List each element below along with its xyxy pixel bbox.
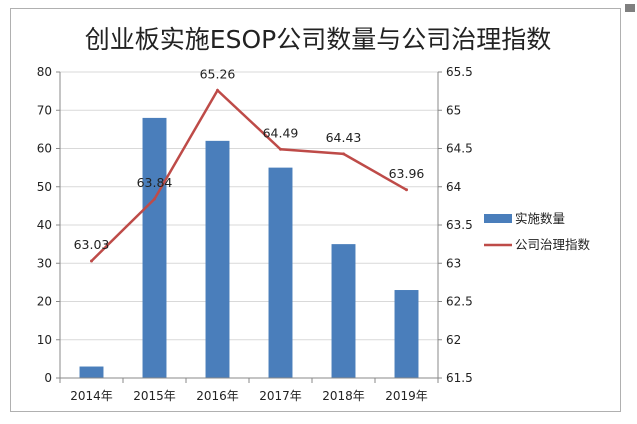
- line-point: [279, 147, 282, 151]
- right-tick-label: 65: [446, 103, 461, 117]
- gridlines: [60, 71, 438, 379]
- left-tick-label: 20: [37, 295, 52, 309]
- bar-series: [79, 117, 419, 379]
- line-data-label: 64.49: [263, 125, 299, 140]
- bar: [142, 117, 167, 379]
- x-tick-label: 2014年: [70, 389, 113, 403]
- right-tick-label: 63.5: [446, 218, 473, 232]
- line-series: [90, 88, 408, 263]
- line-point: [90, 259, 93, 263]
- legend: 实施数量 公司治理指数: [484, 211, 591, 252]
- left-tick-label: 10: [37, 333, 52, 347]
- bar: [331, 244, 356, 378]
- corner-handle: [625, 4, 635, 12]
- bar: [394, 290, 419, 378]
- bar: [205, 140, 230, 378]
- right-tick-label: 62: [446, 333, 461, 347]
- chart-frame: [10, 8, 621, 412]
- left-tick-label: 70: [37, 103, 52, 117]
- line-data-label: 64.43: [326, 130, 362, 145]
- line-point: [216, 88, 219, 92]
- left-tick-label: 40: [37, 218, 52, 232]
- right-axis-ticks: 61.5 62 62.5 63 63.5 64 64.5 65 65.5: [438, 65, 473, 385]
- left-tick-label: 30: [37, 256, 52, 270]
- left-tick-label: 50: [37, 180, 52, 194]
- line-data-label: 63.03: [74, 237, 110, 252]
- x-tick-label: 2015年: [133, 389, 176, 403]
- legend-label-bar: 实施数量: [515, 211, 565, 226]
- line-data-label: 65.26: [200, 66, 236, 81]
- x-tick-label: 2016年: [196, 389, 239, 403]
- line-point: [342, 152, 345, 156]
- right-tick-label: 62.5: [446, 295, 473, 309]
- bar: [79, 366, 104, 378]
- line-data-label: 63.96: [389, 166, 425, 181]
- legend-label-line: 公司治理指数: [515, 237, 591, 252]
- bar: [268, 167, 293, 378]
- right-tick-label: 64: [446, 180, 461, 194]
- left-tick-label: 60: [37, 142, 52, 156]
- left-tick-label: 80: [37, 65, 52, 79]
- right-tick-label: 64.5: [446, 142, 473, 156]
- left-axis-ticks: 0 10 20 30 40 50 60 70 80: [37, 65, 60, 385]
- line-point: [405, 188, 408, 192]
- chart-title: 创业板实施ESOP公司数量与公司治理指数: [85, 25, 551, 54]
- line-point: [153, 197, 156, 201]
- x-tick-label: 2017年: [259, 389, 302, 403]
- line-data-label: 63.84: [137, 175, 173, 190]
- right-tick-label: 63: [446, 256, 461, 270]
- x-tick-label: 2018年: [322, 389, 365, 403]
- legend-swatch-bar: [484, 214, 512, 223]
- left-tick-label: 0: [44, 371, 52, 385]
- right-tick-label: 65.5: [446, 65, 473, 79]
- x-axis-ticks: 2014年 2015年 2016年 2017年 2018年 2019年: [59, 378, 439, 403]
- right-tick-label: 61.5: [446, 371, 473, 385]
- line-data-labels: 63.03 63.84 65.26 64.49 64.43 63.96: [74, 66, 425, 252]
- line-path: [90, 88, 408, 262]
- x-tick-label: 2019年: [385, 389, 428, 403]
